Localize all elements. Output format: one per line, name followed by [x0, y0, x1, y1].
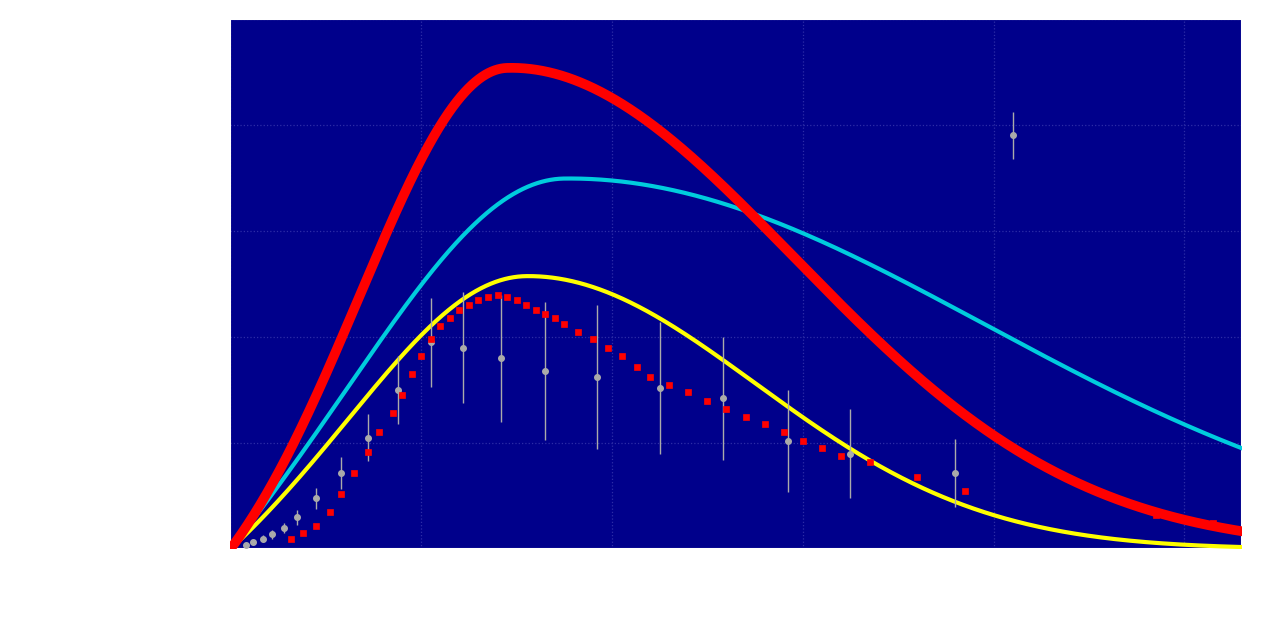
- X-axis label: $Q^2$ [fm$^{-2}$]: $Q^2$ [fm$^{-2}$]: [686, 583, 786, 612]
- Y-axis label: $|\mathcal{F}_M(Q^2)|^2 \cdot 10^4(4\pi)^{-1}$: $|\mathcal{F}_M(Q^2)|^2 \cdot 10^4(4\pi)…: [173, 178, 204, 389]
